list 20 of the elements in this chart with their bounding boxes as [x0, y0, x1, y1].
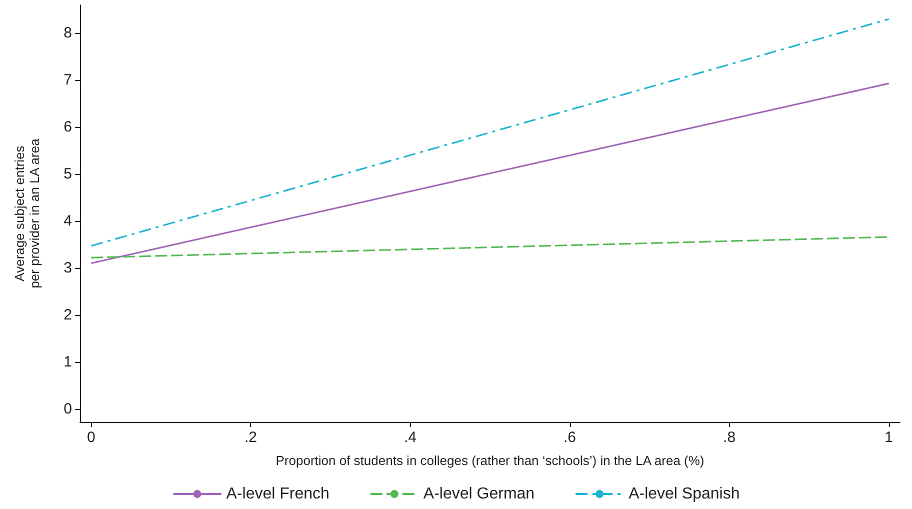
y-tick-label: 7: [64, 72, 72, 89]
x-axis-title: Proportion of students in colleges (rather than ‘schools’) in the LA area (%): [276, 453, 704, 468]
x-tick-label: .8: [723, 429, 736, 446]
y-tick-label: 5: [64, 166, 72, 183]
x-tick-label: .2: [244, 429, 257, 446]
y-tick-label: 8: [64, 24, 72, 42]
x-tick-label: .4: [404, 429, 416, 446]
y-axis-title: Average subject entries per provider in an LA area: [12, 138, 42, 288]
legend-label: A-level German: [423, 486, 535, 502]
x-tick-label: 0: [86, 429, 96, 446]
y-tick-label: 0: [64, 400, 72, 418]
legend-label: A-level French: [226, 486, 330, 502]
y-tick-label: 6: [64, 118, 72, 136]
y-tick-label: 3: [64, 259, 72, 276]
y-tick-label: 4: [64, 212, 72, 230]
legend-label: A-level Spanish: [628, 486, 740, 502]
x-tick-label: 1: [884, 429, 894, 446]
y-tick-label: 2: [64, 306, 72, 324]
x-tick-label: .6: [564, 429, 576, 446]
y-tick-label: 1: [64, 353, 72, 370]
